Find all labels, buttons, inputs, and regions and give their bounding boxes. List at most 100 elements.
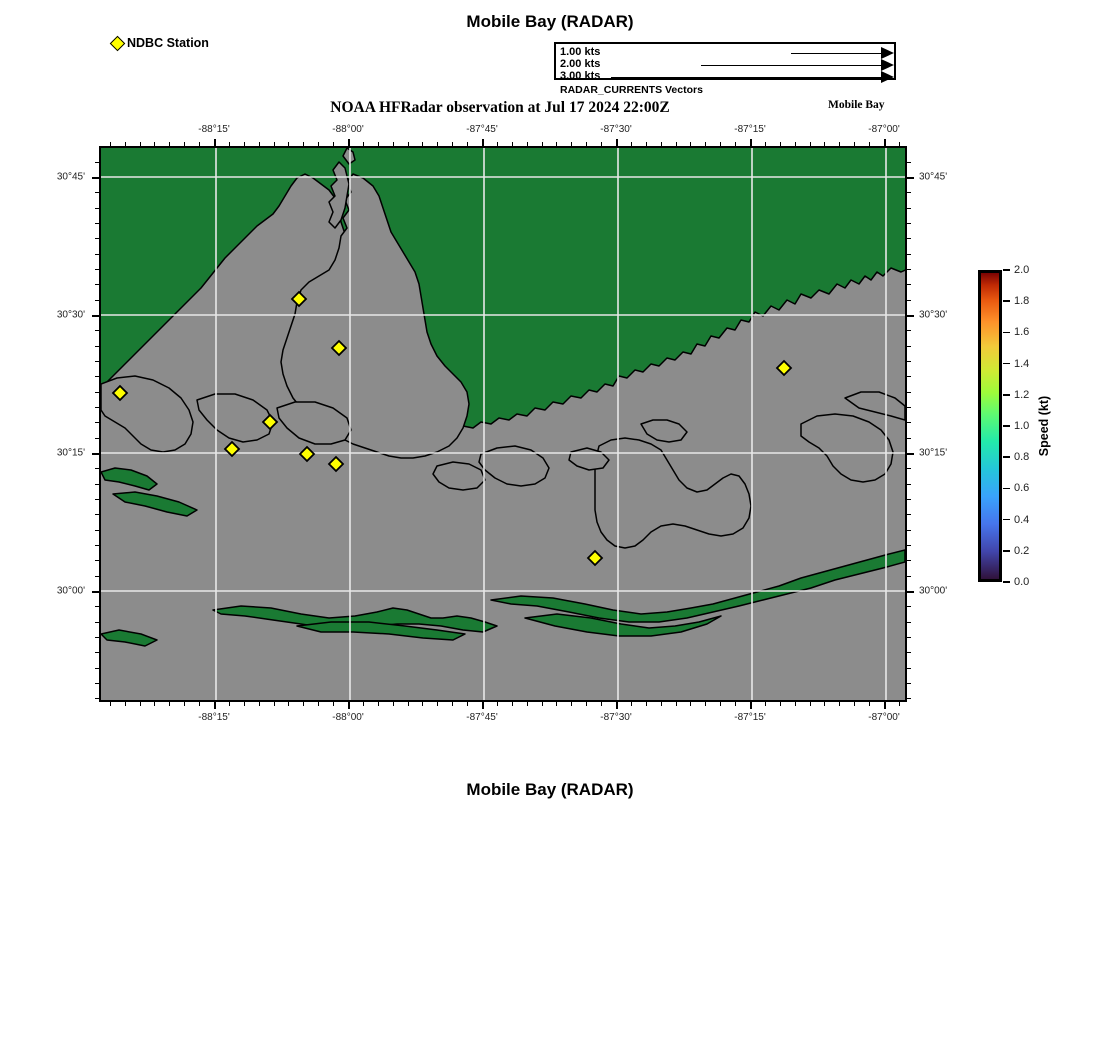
y-minor-tick-left [95,652,99,654]
colorbar-tick-label: 1.4 [1014,357,1030,370]
x-minor-tick-bottom [735,702,737,706]
x-axis-label-bottom: -88°00' [332,712,364,723]
ndbc-station-marker[interactable] [261,413,279,431]
x-minor-tick-bottom [154,702,156,706]
vector-arrow-shaft [611,77,881,78]
ndbc-station-marker[interactable] [775,359,793,377]
colorbar-tick [1003,581,1010,583]
ndbc-station-marker[interactable] [223,440,241,458]
x-minor-tick-bottom [258,702,260,706]
x-minor-tick-top [630,142,632,146]
vector-arrow-shaft [791,53,881,54]
x-minor-tick-bottom [392,702,394,706]
y-minor-tick-left [95,299,99,301]
y-minor-tick-left [95,361,99,362]
x-minor-tick-bottom [601,702,603,706]
observation-title: NOAA HFRadar observation at Jul 17 2024 … [330,99,670,116]
y-axis-label-right: 30°00' [919,585,948,597]
colorbar-tick-label: 0.4 [1014,513,1030,526]
x-minor-tick-bottom [839,702,841,706]
ndbc-station-label: NDBC Station [127,36,209,50]
y-minor-tick-left [95,161,99,163]
y-major-tick-left [92,453,99,455]
y-minor-tick-left [95,637,99,638]
x-minor-tick-top [154,142,156,146]
y-minor-tick-left [95,207,99,209]
x-minor-tick-top [675,142,677,146]
y-minor-tick-right [907,621,911,623]
x-minor-tick-bottom [228,702,230,706]
ndbc-station-marker[interactable] [586,549,604,567]
x-major-tick-top [616,139,618,146]
colorbar-tick [1003,300,1010,302]
y-axis-label-right: 30°30' [919,309,948,321]
y-minor-tick-left [95,499,99,500]
y-minor-tick-left [95,545,99,546]
perdido-key-spit [490,549,905,623]
x-major-tick-bottom [884,702,886,709]
choctawhatchee-land [800,413,894,483]
x-minor-tick-bottom [169,702,171,706]
x-axis-label-top: -88°00' [332,124,364,135]
x-minor-tick-top [318,142,320,146]
east-land-north [844,391,905,421]
ndbc-station-marker[interactable] [298,445,316,463]
x-major-tick-bottom [616,702,618,709]
colorbar-tick [1003,425,1010,427]
x-minor-tick-bottom [809,702,811,706]
mobile-bay-water [280,173,470,459]
vector-arrow-shaft [701,65,881,66]
y-minor-tick-right [907,161,911,163]
x-minor-tick-bottom [333,702,335,706]
y-minor-tick-right [907,299,911,301]
y-minor-tick-right [907,207,911,209]
y-minor-tick-left [95,437,99,439]
y-major-tick-left [92,315,99,317]
colorbar-tick [1003,394,1010,396]
x-minor-tick-bottom [660,702,662,706]
x-minor-tick-top [809,142,811,146]
y-axis-label-left: 30°30' [56,309,85,321]
x-minor-tick-top [779,142,781,146]
x-major-tick-top [482,139,484,146]
y-axis-label-left: 30°00' [56,585,85,597]
y-minor-tick-right [907,606,911,608]
x-minor-tick-top [869,142,871,146]
x-minor-tick-top [764,142,766,146]
ndbc-station-marker[interactable] [330,339,348,357]
pensacola-land [594,437,752,549]
ndbc-station-marker[interactable] [290,290,308,308]
x-minor-tick-bottom [571,702,573,706]
x-minor-tick-top [556,142,558,146]
x-minor-tick-bottom [199,702,201,706]
x-major-tick-top [750,139,752,146]
y-minor-tick-right [907,361,911,362]
x-minor-tick-top [124,142,126,146]
x-axis-label-bottom: -87°45' [466,712,498,723]
colorbar-tick-label: 1.8 [1014,295,1030,308]
vector-key-caption: RADAR_CURRENTS Vectors [560,84,703,96]
station-marker-layer [111,290,793,567]
x-minor-tick-bottom [854,702,856,706]
x-minor-tick-top [735,142,737,146]
pensacola-land-north [640,419,688,443]
y-minor-tick-left [95,391,99,393]
x-minor-tick-top [690,142,692,146]
y-minor-tick-left [95,529,99,531]
x-major-tick-bottom [348,702,350,709]
y-minor-tick-right [907,683,911,684]
y-minor-tick-left [95,575,99,577]
x-minor-tick-bottom [764,702,766,706]
x-minor-tick-top [660,142,662,146]
ndbc-station-marker[interactable] [111,384,129,402]
x-minor-tick-bottom [556,702,558,706]
x-minor-tick-bottom [318,702,320,706]
x-minor-tick-bottom [779,702,781,706]
x-minor-tick-top [273,142,275,146]
x-axis-label-top: -87°00' [868,124,900,135]
ndbc-station-marker[interactable] [327,455,345,473]
map-canvas[interactable] [99,146,907,702]
x-minor-tick-top [839,142,841,146]
vector-arrow-head [881,71,894,83]
x-axis-label-top: -87°45' [466,124,498,135]
